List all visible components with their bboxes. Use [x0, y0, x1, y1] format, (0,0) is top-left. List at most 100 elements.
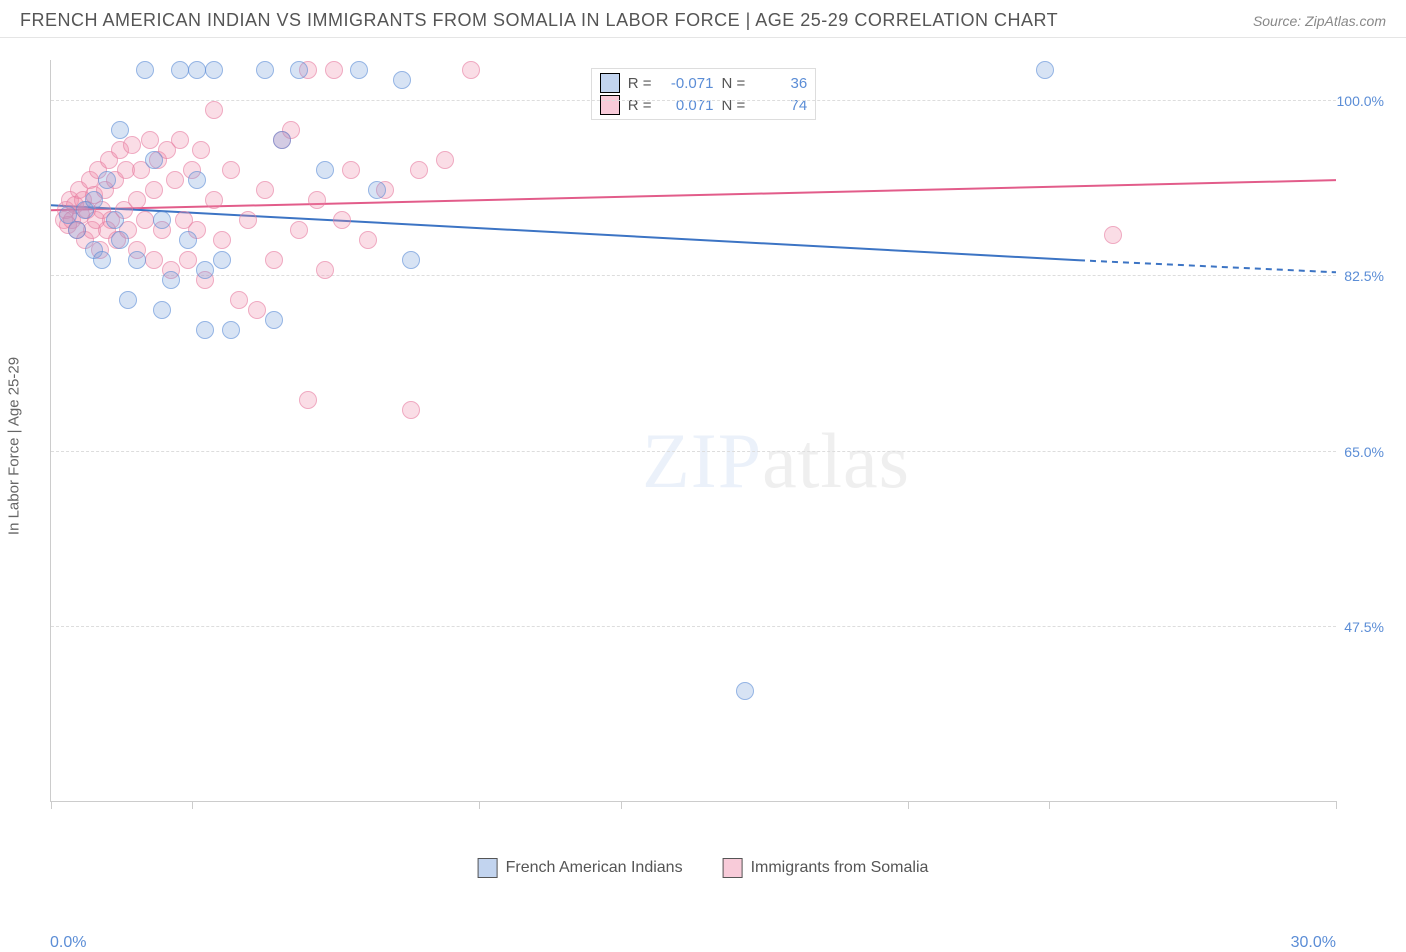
x-tick [51, 801, 52, 809]
scatter-point-pink [230, 291, 248, 309]
trendlines-svg [51, 60, 1336, 801]
legend-item-blue: French American Indians [478, 858, 683, 878]
scatter-point-blue [119, 291, 137, 309]
legend-row-blue: R = -0.071 N = 36 [600, 72, 808, 94]
scatter-point-pink [342, 161, 360, 179]
scatter-point-blue [316, 161, 334, 179]
x-axis-max-label: 30.0% [1291, 934, 1336, 952]
scatter-point-blue [162, 271, 180, 289]
x-tick [192, 801, 193, 809]
scatter-point-pink [166, 171, 184, 189]
gridline: 47.5% [51, 626, 1336, 627]
y-tick-label: 47.5% [1344, 619, 1384, 635]
scatter-point-pink [179, 251, 197, 269]
scatter-point-blue [145, 151, 163, 169]
scatter-point-blue [188, 171, 206, 189]
legend-row-pink: R = 0.071 N = 74 [600, 94, 808, 116]
chart-title: FRENCH AMERICAN INDIAN VS IMMIGRANTS FRO… [20, 10, 1058, 31]
chart-area: R = -0.071 N = 36 R = 0.071 N = 74 ZIPat… [50, 50, 1386, 832]
scatter-point-pink [299, 391, 317, 409]
scatter-point-pink [222, 161, 240, 179]
scatter-point-pink [265, 251, 283, 269]
scatter-point-pink [462, 61, 480, 79]
legend-label-blue: French American Indians [506, 859, 683, 877]
watermark: ZIPatlas [642, 416, 910, 506]
scatter-point-blue [402, 251, 420, 269]
scatter-point-pink [1104, 226, 1122, 244]
r-value-blue: -0.071 [659, 75, 713, 92]
scatter-point-blue [368, 181, 386, 199]
correlation-legend: R = -0.071 N = 36 R = 0.071 N = 74 [591, 68, 817, 120]
scatter-point-blue [256, 61, 274, 79]
x-tick [621, 801, 622, 809]
y-tick-label: 82.5% [1344, 268, 1384, 284]
scatter-point-pink [308, 191, 326, 209]
x-axis-min-label: 0.0% [50, 934, 86, 952]
n-value-pink: 74 [753, 97, 807, 114]
scatter-point-blue [128, 251, 146, 269]
y-axis-title: In Labor Force | Age 25-29 [6, 357, 23, 535]
legend-swatch-pink-icon [723, 858, 743, 878]
series-legend: French American Indians Immigrants from … [478, 858, 929, 878]
scatter-point-pink [256, 181, 274, 199]
scatter-point-blue [188, 61, 206, 79]
y-tick-label: 100.0% [1337, 93, 1384, 109]
scatter-point-blue [205, 61, 223, 79]
chart-source: Source: ZipAtlas.com [1253, 13, 1386, 29]
scatter-point-pink [123, 136, 141, 154]
scatter-point-blue [171, 61, 189, 79]
x-tick [908, 801, 909, 809]
scatter-point-pink [333, 211, 351, 229]
scatter-point-pink [171, 131, 189, 149]
n-label: N = [721, 75, 745, 92]
scatter-point-blue [136, 61, 154, 79]
scatter-point-pink [136, 211, 154, 229]
scatter-point-pink [436, 151, 454, 169]
scatter-point-blue [196, 321, 214, 339]
scatter-point-pink [192, 141, 210, 159]
n-value-blue: 36 [753, 75, 807, 92]
scatter-point-pink [325, 61, 343, 79]
r-label: R = [628, 75, 652, 92]
legend-swatch-pink [600, 95, 620, 115]
gridline: 100.0% [51, 100, 1336, 101]
scatter-point-blue [68, 221, 86, 239]
scatter-point-blue [222, 321, 240, 339]
scatter-point-pink [213, 231, 231, 249]
watermark-atlas: atlas [762, 417, 910, 504]
scatter-point-pink [290, 221, 308, 239]
scatter-point-pink [359, 231, 377, 249]
scatter-point-pink [145, 181, 163, 199]
legend-item-pink: Immigrants from Somalia [723, 858, 929, 878]
scatter-point-blue [111, 121, 129, 139]
gridline: 82.5% [51, 275, 1336, 276]
x-tick [1336, 801, 1337, 809]
scatter-point-blue [179, 231, 197, 249]
legend-label-pink: Immigrants from Somalia [751, 859, 929, 877]
scatter-point-blue [111, 231, 129, 249]
scatter-point-blue [213, 251, 231, 269]
r-value-pink: 0.071 [659, 97, 713, 114]
scatter-point-pink [402, 401, 420, 419]
scatter-point-blue [265, 311, 283, 329]
legend-swatch-blue-icon [478, 858, 498, 878]
plot-area: R = -0.071 N = 36 R = 0.071 N = 74 ZIPat… [50, 60, 1336, 802]
scatter-point-pink [316, 261, 334, 279]
scatter-point-pink [145, 251, 163, 269]
scatter-point-blue [98, 171, 116, 189]
scatter-point-pink [239, 211, 257, 229]
legend-swatch-blue [600, 73, 620, 93]
scatter-point-pink [128, 191, 146, 209]
x-tick [1049, 801, 1050, 809]
scatter-point-pink [248, 301, 266, 319]
scatter-point-pink [410, 161, 428, 179]
scatter-point-blue [736, 682, 754, 700]
scatter-point-blue [393, 71, 411, 89]
scatter-point-blue [350, 61, 368, 79]
y-tick-label: 65.0% [1344, 444, 1384, 460]
scatter-point-blue [93, 251, 111, 269]
scatter-point-blue [1036, 61, 1054, 79]
scatter-point-blue [273, 131, 291, 149]
n-label: N = [721, 97, 745, 114]
scatter-point-blue [85, 191, 103, 209]
